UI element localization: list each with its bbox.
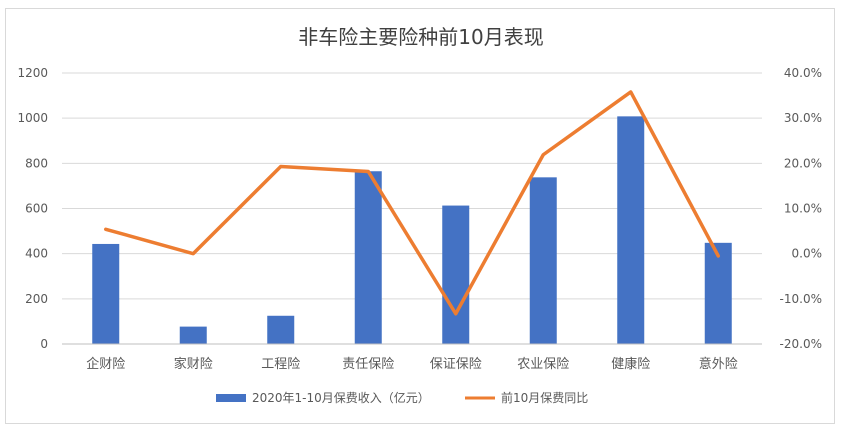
bar xyxy=(179,326,207,344)
y-right-tick-label: 0.0% xyxy=(792,247,823,261)
left-axis: 0 200 400 600 800 1000 1200 xyxy=(17,66,48,351)
y-left-tick-label: 200 xyxy=(25,292,48,306)
line-series xyxy=(104,90,720,316)
gridlines xyxy=(62,72,762,345)
bar xyxy=(617,116,645,344)
y-left-tick-label: 1200 xyxy=(17,66,48,80)
bar xyxy=(529,177,557,344)
y-right-tick-label: 40.0% xyxy=(784,66,822,80)
legend-swatch-bar xyxy=(216,394,246,402)
x-tick-label: 家财险 xyxy=(174,356,213,372)
y-left-tick-label: 800 xyxy=(25,156,48,170)
y-left-tick-label: 600 xyxy=(25,202,48,216)
legend-label-bar: 2020年1-10月保费收入（亿元） xyxy=(252,390,430,405)
chart-title: 非车险主要险种前10月表现 xyxy=(298,25,543,49)
bar-series xyxy=(92,116,732,344)
x-axis: 企财险 家财险 工程险 责任保险 保证保险 农业保险 健康险 意外险 xyxy=(62,343,762,372)
x-tick-label: 农业保险 xyxy=(517,357,569,372)
x-tick-label: 责任保险 xyxy=(342,357,394,372)
bar xyxy=(704,242,732,344)
right-axis: -20.0% -10.0% 0.0% 10.0% 20.0% 30.0% 40.0% xyxy=(780,66,822,351)
y-left-tick-label: 400 xyxy=(25,247,48,261)
y-right-tick-label: 20.0% xyxy=(784,156,822,170)
y-right-tick-label: 30.0% xyxy=(784,111,822,125)
yoy-line xyxy=(104,90,720,316)
legend: 2020年1-10月保费收入（亿元） 前10月保费同比 xyxy=(216,390,588,405)
bar xyxy=(354,171,382,344)
x-tick-label: 工程险 xyxy=(261,357,300,372)
bar xyxy=(92,243,120,344)
x-tick-label: 企财险 xyxy=(86,356,125,372)
y-right-tick-label: 10.0% xyxy=(784,202,822,216)
y-left-tick-label: 1000 xyxy=(17,111,48,125)
bar xyxy=(267,315,295,344)
x-tick-label: 健康险 xyxy=(611,356,650,372)
legend-label-line: 前10月保费同比 xyxy=(501,390,588,405)
x-tick-label: 保证保险 xyxy=(430,357,482,372)
x-tick-label: 意外险 xyxy=(699,356,738,372)
y-right-tick-label: -20.0% xyxy=(780,337,822,351)
y-right-tick-label: -10.0% xyxy=(780,292,822,306)
y-left-tick-label: 0 xyxy=(40,337,48,351)
bar xyxy=(442,205,470,344)
